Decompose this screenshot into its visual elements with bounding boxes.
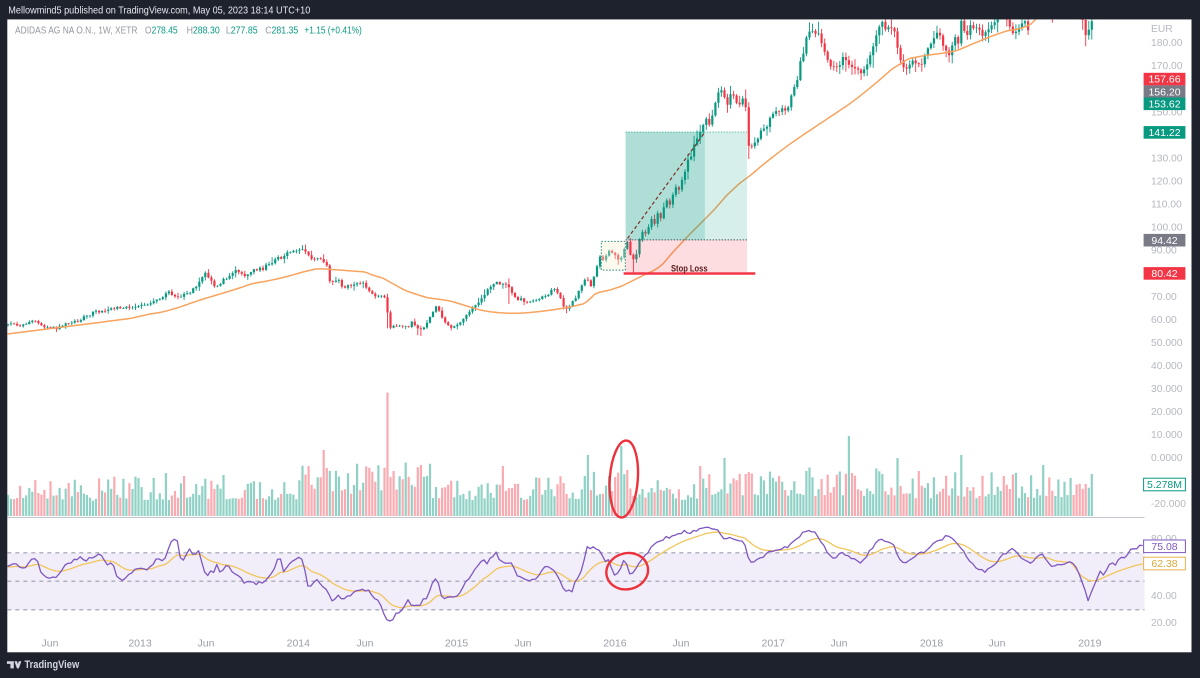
svg-text:2019: 2019 xyxy=(1078,638,1102,650)
svg-text:C281.35: C281.35 xyxy=(265,26,298,37)
svg-text:2016: 2016 xyxy=(603,638,627,650)
svg-text:141.22: 141.22 xyxy=(1148,127,1180,139)
svg-text:Jun: Jun xyxy=(831,638,848,650)
svg-text:157.66: 157.66 xyxy=(1148,74,1180,86)
svg-text:180.00: 180.00 xyxy=(1151,38,1183,49)
svg-text:90.00: 90.00 xyxy=(1151,246,1177,257)
svg-text:Jun: Jun xyxy=(989,638,1006,650)
svg-text:+1.15 (+0.41%): +1.15 (+0.41%) xyxy=(304,26,361,37)
svg-text:153.62: 153.62 xyxy=(1148,98,1180,110)
svg-text:2017: 2017 xyxy=(762,638,786,650)
svg-text:Jun: Jun xyxy=(515,638,532,650)
svg-text:100.00: 100.00 xyxy=(1151,223,1183,234)
svg-text:150.00: 150.00 xyxy=(1151,107,1183,118)
svg-text:10.000: 10.000 xyxy=(1151,430,1183,441)
svg-text:H288.30: H288.30 xyxy=(187,26,220,37)
svg-text:ADIDAS AG NA O.N., 1W, XETR: ADIDAS AG NA O.N., 1W, XETR xyxy=(15,26,138,37)
svg-text:62.38: 62.38 xyxy=(1151,558,1177,570)
svg-text:80.42: 80.42 xyxy=(1151,268,1177,280)
svg-text:170.00: 170.00 xyxy=(1151,61,1183,72)
svg-text:75.08: 75.08 xyxy=(1151,541,1177,553)
svg-text:Jun: Jun xyxy=(198,638,215,650)
svg-text:60.00: 60.00 xyxy=(1151,315,1177,326)
svg-text:TradingView: TradingView xyxy=(25,659,80,671)
svg-text:40.00: 40.00 xyxy=(1151,591,1177,602)
svg-text:30.000: 30.000 xyxy=(1151,384,1183,395)
svg-text:2015: 2015 xyxy=(445,638,469,650)
svg-text:2013: 2013 xyxy=(128,638,152,650)
svg-text:120.00: 120.00 xyxy=(1151,177,1183,188)
svg-text:EUR: EUR xyxy=(1151,24,1173,35)
svg-text:-20.000: -20.000 xyxy=(1151,499,1186,510)
svg-text:Jun: Jun xyxy=(673,638,690,650)
svg-text:156.20: 156.20 xyxy=(1148,86,1180,98)
svg-text:L277.85: L277.85 xyxy=(226,26,258,37)
svg-text:50.000: 50.000 xyxy=(1151,338,1183,349)
svg-text:70.00: 70.00 xyxy=(1151,292,1177,303)
svg-text:40.000: 40.000 xyxy=(1151,361,1183,372)
svg-text:0.0000: 0.0000 xyxy=(1151,453,1183,464)
svg-text:Jun: Jun xyxy=(357,638,374,650)
svg-text:2018: 2018 xyxy=(920,638,944,650)
svg-text:Stop Loss: Stop Loss xyxy=(671,264,708,274)
svg-text:20.000: 20.000 xyxy=(1151,407,1183,418)
svg-text:2014: 2014 xyxy=(287,638,311,650)
svg-text:O278.45: O278.45 xyxy=(145,26,178,37)
svg-text:5.278M: 5.278M xyxy=(1147,479,1182,491)
svg-text:20.00: 20.00 xyxy=(1151,618,1177,629)
svg-text:Jun: Jun xyxy=(42,638,59,650)
svg-text:130.00: 130.00 xyxy=(1151,153,1183,164)
svg-text:110.00: 110.00 xyxy=(1151,200,1182,211)
svg-text:94.42: 94.42 xyxy=(1151,235,1177,247)
svg-text:Mellowmind5 published on Tradi: Mellowmind5 published on TradingView.com… xyxy=(8,5,310,17)
